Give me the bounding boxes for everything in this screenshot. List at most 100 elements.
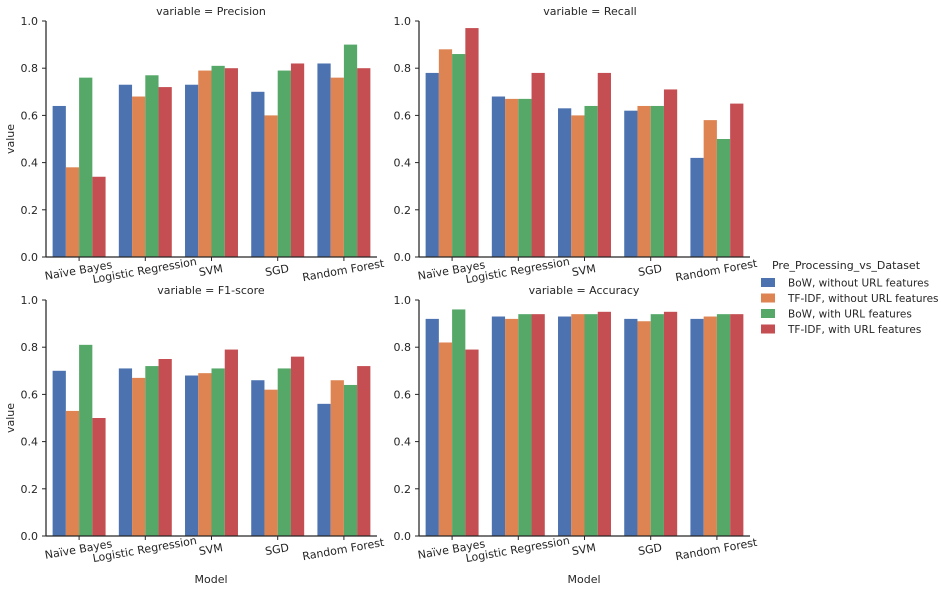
bar [132,377,146,536]
legend-label: TF-IDF, without URL features [787,293,939,305]
y-tick-label: 0.8 [394,62,412,75]
bar [491,316,506,536]
x-tick-label: SGD [637,262,663,279]
bar [571,115,585,258]
bar [531,72,545,257]
bar [531,314,545,536]
bar [330,77,344,257]
bar [158,87,172,257]
bar [290,63,305,258]
y-ticks: 0.0 0.2 0.4 0.6 0.8 1.0 [21,15,46,264]
y-tick-label: 1.0 [21,15,39,28]
bar [224,68,238,257]
panel-title: variable = Accuracy [529,284,640,297]
bar [145,75,159,257]
legend-label: BoW, without URL features [788,278,929,290]
x-tick-label: SVM [571,541,597,558]
bars-recall [425,28,744,258]
bar [317,63,331,258]
bar [132,96,146,258]
bar [52,105,66,258]
y-tick-label: 0.2 [21,483,39,496]
bar [290,356,305,536]
y-axis-label: value [4,124,17,154]
legend-swatch [761,293,775,303]
y-tick-label: 0.8 [21,341,39,354]
bar [277,368,291,536]
legend-label: BoW, with URL features [788,309,912,321]
bar [425,318,439,536]
panel-title: variable = Precision [156,5,266,18]
y-ticks: 0.0 0.2 0.4 0.6 0.8 1.0 [394,15,419,264]
bar [452,54,466,257]
bar [264,115,278,258]
bar [518,98,532,257]
bar [558,108,572,257]
x-axis-label: Model [567,573,600,586]
bar [251,380,265,536]
legend-title: Pre_Processing_vs_Dataset [772,259,921,272]
panel-recall: variable = Recall 0.00.20.40.60.81.0 Naï… [394,5,759,286]
bar [716,314,731,536]
bar [505,98,519,257]
bar [198,70,212,257]
legend: Pre_Processing_vs_Dataset BoW, without U… [761,259,939,336]
legend-swatch [761,324,775,334]
panel-title: variable = Recall [543,5,636,18]
bars-accuracy [425,309,744,536]
bar [185,84,199,257]
y-tick-label: 0.8 [21,62,39,75]
bar [65,410,80,536]
y-tick-label: 0.0 [394,530,412,543]
bar [703,120,717,258]
x-tick-label: SVM [198,541,224,558]
bar [716,139,731,257]
bar [343,384,358,536]
bar [637,321,651,536]
bar [79,77,93,257]
y-tick-label: 0.6 [21,109,39,122]
bar [690,157,704,257]
y-tick-label: 1.0 [394,294,412,307]
bar [211,368,225,536]
bar [224,349,238,536]
y-ticks: 0.0 0.2 0.4 0.6 0.8 1.0 [394,294,419,543]
bar [452,309,466,536]
legend-swatch [761,309,775,318]
bar [438,342,453,536]
bar [198,373,212,536]
bar [465,28,479,257]
bar [79,344,93,536]
bar [624,318,638,536]
legend-swatch [761,278,775,287]
y-tick-label: 0.2 [394,204,412,217]
bar [65,167,80,257]
y-tick-label: 0.4 [394,436,412,449]
x-tick-label: SGD [264,262,290,279]
bar [650,105,664,258]
y-tick-label: 0.6 [394,388,412,401]
bar [505,318,519,536]
legend-label: TF-IDF, with URL features [787,324,921,336]
y-tick-label: 0.8 [394,341,412,354]
panel-precision: variable = Precision 0.00.20.40.60.81.0 … [4,5,386,286]
bar [425,72,439,257]
y-tick-label: 0.0 [394,251,412,264]
x-tick-label: SGD [637,541,663,558]
bar [118,368,133,536]
bar [571,314,585,536]
bar [491,96,506,258]
bar [343,44,358,257]
y-tick-label: 1.0 [394,15,412,28]
y-tick-label: 0.4 [21,157,39,170]
bar [92,418,106,536]
y-tick-label: 0.0 [21,251,39,264]
y-tick-label: 0.4 [394,157,412,170]
bar [357,366,371,536]
bar [330,380,344,536]
bar [730,103,744,257]
bar [264,389,278,536]
